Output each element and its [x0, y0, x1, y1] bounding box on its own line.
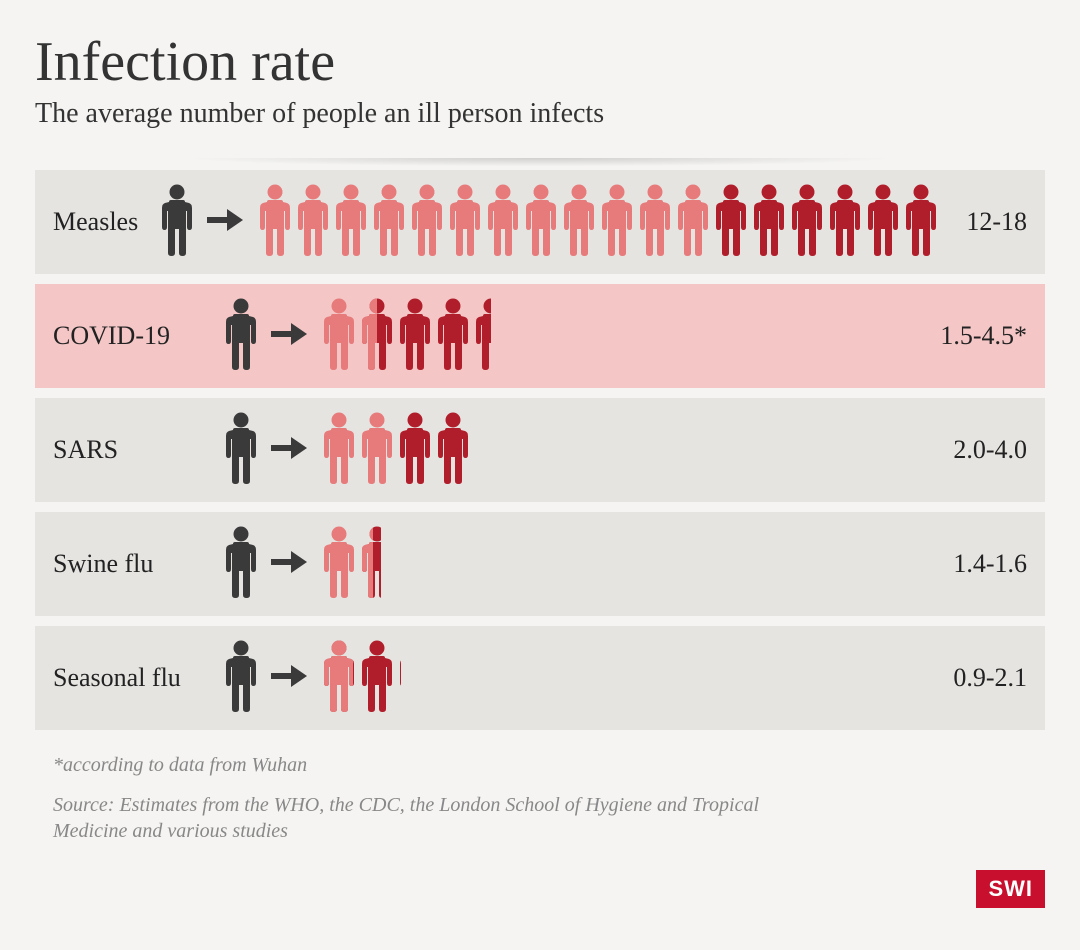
infected-person-icon — [435, 411, 471, 490]
disease-label: Measles — [53, 208, 159, 237]
infected-person-icon — [359, 639, 395, 718]
disease-label: Swine flu — [53, 550, 223, 579]
infected-person-icon — [637, 183, 673, 262]
infected-person-icon — [333, 183, 369, 262]
infected-person-icon — [397, 411, 433, 490]
infection-icons — [223, 639, 887, 718]
data-rows-container: Measles — [35, 170, 1045, 730]
source-citation: Source: Estimates from the WHO, the CDC,… — [53, 792, 813, 844]
footnote-asterisk: *according to data from Wuhan — [53, 752, 813, 778]
infected-person-icon — [675, 183, 711, 262]
infection-range-value: 0.9-2.1 — [887, 663, 1027, 693]
disease-row: SARS 2.0-4.0 — [35, 398, 1045, 502]
source-person-icon — [159, 183, 195, 262]
infected-person-icon — [751, 183, 787, 262]
infected-person-icon — [359, 411, 395, 490]
footnotes: *according to data from Wuhan Source: Est… — [35, 752, 1045, 844]
disease-label: SARS — [53, 436, 223, 465]
infected-person-icon — [903, 183, 939, 262]
disease-row: Measles — [35, 170, 1045, 274]
infected-person-icon — [789, 183, 825, 262]
infection-range-value: 1.4-1.6 — [887, 549, 1027, 579]
infection-range-value: 12-18 — [939, 207, 1027, 237]
infected-person-icon — [371, 183, 407, 262]
arrow-icon — [269, 548, 309, 581]
infection-icons — [223, 297, 887, 376]
infected-person-icon — [321, 411, 357, 490]
infected-person-icon — [473, 297, 491, 376]
source-person-icon — [223, 525, 259, 604]
infected-person-icon — [485, 183, 521, 262]
infected-person-icon — [359, 297, 395, 376]
arrow-icon — [269, 662, 309, 695]
infected-person-icon — [397, 297, 433, 376]
source-person-icon — [223, 297, 259, 376]
infected-person-icon — [321, 297, 357, 376]
infected-person-icon — [257, 183, 293, 262]
arrow-icon — [269, 320, 309, 353]
disease-row: Swine flu 1.4-1.6 — [35, 512, 1045, 616]
infected-person-icon — [435, 297, 471, 376]
infection-icons — [223, 411, 887, 490]
infected-person-icon — [321, 525, 357, 604]
arrow-icon — [205, 206, 245, 239]
infected-person-icon — [359, 525, 381, 604]
infected-person-icon — [295, 183, 331, 262]
swi-logo: SWI — [976, 870, 1045, 908]
infected-person-icon — [447, 183, 483, 262]
infection-icons — [159, 183, 939, 262]
infection-icons — [223, 525, 887, 604]
infection-range-value: 1.5-4.5* — [887, 321, 1027, 351]
infected-person-icon — [397, 639, 401, 718]
infected-person-icon — [409, 183, 445, 262]
infected-person-icon — [561, 183, 597, 262]
infected-person-icon — [523, 183, 559, 262]
infographic-subtitle: The average number of people an ill pers… — [35, 98, 1045, 130]
source-person-icon — [223, 639, 259, 718]
source-person-icon — [223, 411, 259, 490]
disease-row: COVID-19 1.5-4.5* — [35, 284, 1045, 388]
infection-range-value: 2.0-4.0 — [887, 435, 1027, 465]
disease-label: Seasonal flu — [53, 664, 223, 693]
disease-row: Seasonal flu 0.9-2.1 — [35, 626, 1045, 730]
infected-person-icon — [321, 639, 357, 718]
infographic-title: Infection rate — [35, 30, 1045, 94]
disease-label: COVID-19 — [53, 322, 223, 351]
infected-person-icon — [599, 183, 635, 262]
infected-person-icon — [865, 183, 901, 262]
header-divider — [35, 158, 1045, 170]
arrow-icon — [269, 434, 309, 467]
infected-person-icon — [827, 183, 863, 262]
infected-person-icon — [713, 183, 749, 262]
